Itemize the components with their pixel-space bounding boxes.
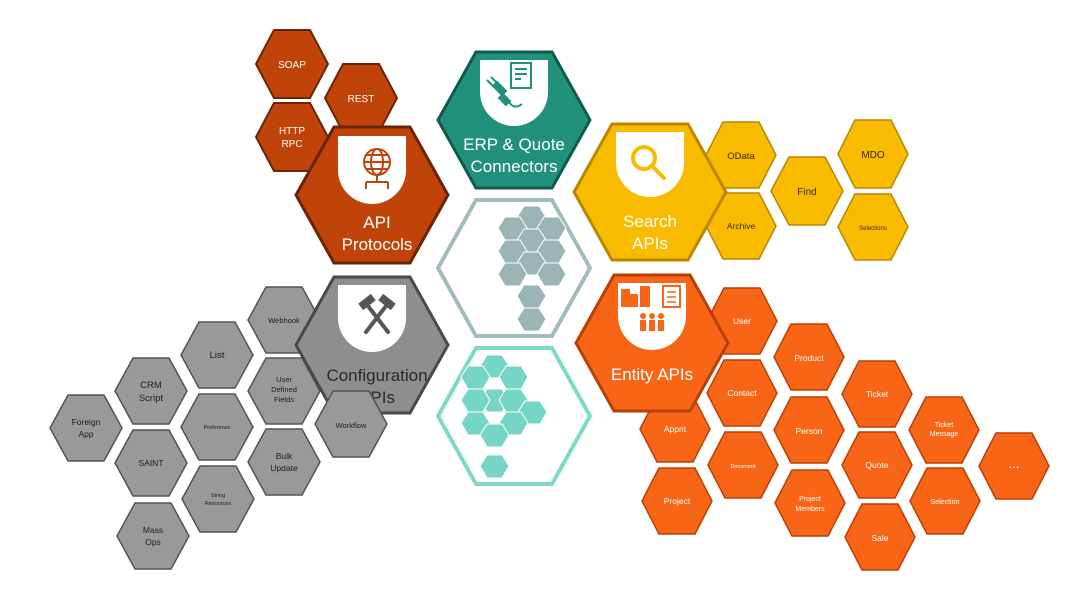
protocols-title-line-2: Protocols bbox=[342, 235, 413, 254]
hex-string-resources[interactable]: String Resources bbox=[181, 465, 255, 533]
main-hex-erp-connectors[interactable]: ERP & Quote Connectors bbox=[436, 50, 592, 190]
hex-preference-label: Preference bbox=[204, 425, 231, 431]
hex-soap-label: SOAP bbox=[278, 60, 306, 71]
bulk-line-1: Bulk bbox=[276, 451, 293, 461]
udf-line-2: Defined bbox=[271, 385, 297, 394]
hex-product[interactable]: Product bbox=[773, 323, 845, 391]
hex-workflow-label: Workflow bbox=[336, 421, 367, 430]
udf-line-1: User bbox=[276, 375, 292, 384]
hex-bulk-update[interactable]: Bulk Update bbox=[247, 428, 321, 496]
hex-quote-label: Quote bbox=[865, 460, 888, 470]
hex-person-label: Person bbox=[796, 426, 823, 436]
hex-rest-label: REST bbox=[348, 94, 375, 105]
hex-mass-ops[interactable]: Mass Ops bbox=[116, 502, 190, 570]
hex-rest[interactable]: REST bbox=[323, 63, 399, 133]
hex-sale-label: Sale bbox=[871, 533, 888, 543]
string-line-1: String bbox=[211, 493, 225, 499]
hex-ticket[interactable]: Ticket bbox=[841, 360, 913, 428]
erp-title-line-1: ERP & Quote bbox=[463, 135, 565, 154]
main-hex-search-apis[interactable]: Search APIs bbox=[572, 122, 728, 262]
hex-quote[interactable]: Quote bbox=[841, 431, 913, 499]
mass-line-2: Ops bbox=[145, 537, 161, 547]
hammer-tools-icon bbox=[358, 293, 396, 334]
hex-selection[interactable]: Selection bbox=[909, 467, 981, 535]
hex-person[interactable]: Person bbox=[773, 396, 845, 464]
hex-crm-script[interactable]: CRM Script bbox=[114, 357, 188, 425]
hex-find[interactable]: Find bbox=[770, 156, 844, 226]
config-icon-badge bbox=[338, 285, 406, 352]
hex-contact[interactable]: Contact bbox=[706, 359, 778, 427]
entity-title: Entity APIs bbox=[611, 365, 693, 384]
main-hex-api-protocols[interactable]: API Protocols bbox=[294, 125, 450, 265]
hex-selections-label: Selections bbox=[859, 226, 887, 232]
main-hex-configuration-apis[interactable]: Configuration APIs bbox=[294, 275, 450, 415]
mass-line-1: Mass bbox=[143, 525, 163, 535]
ticket-message-line-2: Message bbox=[930, 431, 959, 438]
hex-preference[interactable]: Preference bbox=[180, 393, 254, 461]
magnifier-icon bbox=[631, 145, 666, 180]
erp-title-line-2: Connectors bbox=[471, 157, 558, 176]
search-title-line-2: APIs bbox=[632, 234, 668, 253]
protocols-title-line-1: API bbox=[363, 213, 390, 232]
hex-http-rpc[interactable]: HTTP RPC bbox=[254, 102, 330, 172]
hex-project[interactable]: Project bbox=[641, 467, 713, 535]
hex-mdo[interactable]: MDO bbox=[837, 119, 909, 189]
center-hex-gray bbox=[435, 198, 593, 338]
hex-user-label: User bbox=[733, 316, 751, 326]
project-members-line-1: Project bbox=[799, 496, 821, 503]
ticket-message-line-1: Ticket bbox=[935, 422, 953, 429]
hex-list-label: List bbox=[210, 350, 225, 361]
hex-ticket-message[interactable]: Ticket Message bbox=[908, 396, 980, 464]
crm-line-2: Script bbox=[139, 393, 164, 404]
project-members-line-2: Members bbox=[795, 506, 825, 513]
hex-project-label: Project bbox=[664, 496, 691, 506]
buildings-people-icon bbox=[621, 285, 681, 331]
hex-soap[interactable]: SOAP bbox=[254, 29, 330, 99]
hex-http-label: HTTP bbox=[279, 126, 305, 137]
hex-project-members[interactable]: Project Members bbox=[774, 469, 846, 537]
hex-foreign-app[interactable]: Foreign App bbox=[49, 394, 123, 462]
foreign-line-1: Foreign bbox=[72, 417, 101, 427]
cell-cluster-gray bbox=[497, 205, 567, 332]
hex-selection-label: Selection bbox=[931, 499, 960, 506]
hex-archive-label: Archive bbox=[727, 221, 756, 231]
hex-sale[interactable]: Sale bbox=[844, 503, 916, 571]
foreign-line-2: App bbox=[78, 429, 93, 439]
search-title-line-1: Search bbox=[623, 212, 677, 231]
string-line-2: Resources bbox=[205, 501, 232, 507]
globe-network-icon bbox=[363, 148, 391, 189]
crm-line-1: CRM bbox=[140, 380, 162, 391]
hex-document[interactable]: Document bbox=[707, 431, 779, 499]
hex-odata-label: OData bbox=[727, 151, 755, 162]
main-hex-entity-apis[interactable]: Entity APIs bbox=[574, 273, 730, 413]
cell-cluster-teal bbox=[460, 354, 548, 479]
hex-product-label: Product bbox=[794, 353, 824, 363]
hex-mdo-label: MDO bbox=[861, 150, 885, 161]
hex-contact-label: Contact bbox=[727, 388, 757, 398]
hex-workflow[interactable]: Workflow bbox=[314, 390, 388, 458]
hex-ticket-label: Ticket bbox=[866, 389, 889, 399]
hex-document-label: Document bbox=[730, 464, 756, 470]
hex-list[interactable]: List bbox=[180, 321, 254, 389]
erp-icon-badge bbox=[480, 60, 548, 126]
hex-webhook-label: Webhook bbox=[268, 316, 300, 325]
config-title-line-1: Configuration bbox=[326, 366, 427, 385]
plug-document-icon bbox=[486, 62, 532, 108]
hex-rpc-label: RPC bbox=[281, 139, 302, 150]
hex-more[interactable]: ... bbox=[978, 432, 1050, 500]
hex-selections[interactable]: Selections bbox=[837, 193, 909, 261]
bulk-line-2: Update bbox=[270, 463, 298, 473]
hex-saint[interactable]: SAINT bbox=[114, 429, 188, 497]
center-hex-teal bbox=[435, 346, 593, 486]
udf-line-3: Fields bbox=[274, 395, 294, 404]
hex-find-label: Find bbox=[797, 187, 816, 198]
hex-saint-label: SAINT bbox=[138, 458, 163, 468]
search-icon-badge bbox=[616, 132, 684, 197]
hex-more-label: ... bbox=[1009, 456, 1020, 471]
hex-appnt-label: Appnt bbox=[664, 424, 687, 434]
